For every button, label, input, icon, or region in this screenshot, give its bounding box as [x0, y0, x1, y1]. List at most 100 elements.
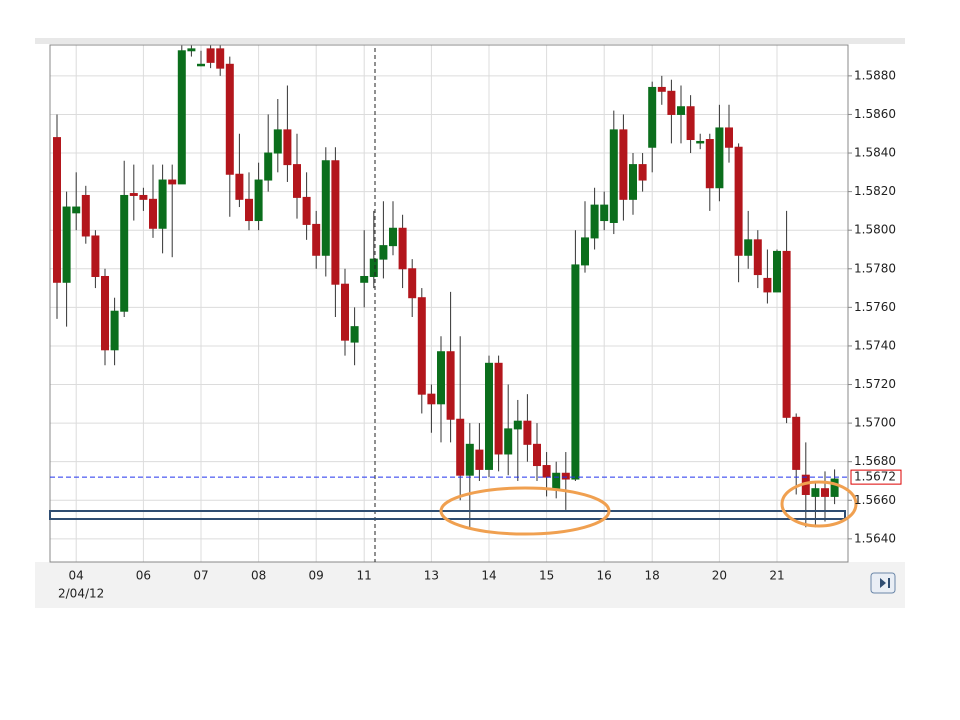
- candle-body: [590, 204, 599, 239]
- candle-body: [677, 106, 685, 115]
- x-tick-label: 04: [69, 569, 84, 583]
- candle-body: [821, 488, 829, 497]
- candle-body: [705, 139, 714, 189]
- candle-body: [129, 193, 138, 196]
- candle-body: [446, 351, 455, 420]
- candle-body: [763, 277, 772, 293]
- candle-body: [350, 326, 359, 343]
- candle-body: [686, 106, 695, 141]
- x-tick-label: 13: [424, 569, 439, 583]
- candle-body: [734, 146, 743, 256]
- x-tick-label: 16: [597, 569, 612, 583]
- candle-body: [504, 428, 513, 455]
- candle-body: [533, 443, 541, 467]
- highlight-ellipse: [780, 480, 858, 528]
- candle-body: [475, 449, 484, 470]
- candle-body: [408, 268, 417, 299]
- candle-body: [379, 245, 388, 260]
- candle-body: [264, 152, 273, 181]
- y-tick-label: 1.5760: [854, 300, 896, 314]
- candle-body: [187, 48, 196, 52]
- candle-body: [149, 198, 157, 229]
- candle-body: [782, 250, 791, 418]
- candle-body: [91, 235, 100, 277]
- candle-body: [177, 50, 186, 185]
- x-tick-label: 21: [769, 569, 784, 583]
- candle-body: [216, 48, 225, 69]
- x-tick-label: 11: [357, 569, 372, 583]
- candle-body: [53, 137, 61, 283]
- candle-body: [283, 129, 292, 166]
- x-tick-label: 15: [539, 569, 554, 583]
- y-tick-label: 1.5860: [854, 107, 896, 121]
- x-tick-label: 20: [712, 569, 727, 583]
- x-tick-label: 08: [251, 569, 266, 583]
- current-price-label: 1.5672: [854, 470, 896, 484]
- x-tick-label: 09: [309, 569, 324, 583]
- candle-body: [341, 283, 349, 341]
- candle-body: [561, 472, 570, 480]
- candle-body: [581, 237, 589, 266]
- highlight-ellipse: [439, 486, 611, 536]
- x-start-label: 2/04/12: [58, 587, 104, 601]
- candle-body: [197, 63, 205, 67]
- candle-body: [465, 443, 474, 476]
- candle-body: [293, 164, 301, 198]
- candle-body: [542, 465, 551, 478]
- candle-body: [398, 227, 407, 270]
- candle-body: [273, 129, 282, 154]
- x-tick-label: 18: [645, 569, 660, 583]
- candle-body: [744, 239, 753, 256]
- y-tick-label: 1.5820: [854, 184, 896, 198]
- x-tick-label: 07: [193, 569, 208, 583]
- candle-body: [792, 416, 801, 470]
- candle-body: [62, 206, 71, 283]
- scroll-end-button[interactable]: [870, 572, 896, 594]
- candle-body: [638, 164, 647, 181]
- candle-body: [168, 179, 177, 185]
- button-icon[interactable]: [880, 578, 890, 588]
- candle-body: [725, 127, 733, 148]
- candle-body: [254, 179, 263, 222]
- candle-body: [302, 196, 311, 225]
- candles: [53, 45, 839, 528]
- candle-body: [456, 418, 465, 476]
- candle-body: [417, 297, 426, 395]
- candle-body: [811, 488, 820, 497]
- candle-body: [600, 204, 609, 222]
- y-tick-label: 1.5640: [854, 531, 896, 545]
- current-price-box: [850, 469, 902, 485]
- candle-body: [369, 258, 378, 277]
- candle-body: [753, 239, 762, 276]
- candle-body: [657, 86, 666, 92]
- candle-body: [235, 173, 244, 200]
- candle-body: [513, 420, 522, 430]
- candle-body: [110, 310, 119, 351]
- candle-body: [331, 160, 340, 285]
- candle-body: [158, 179, 167, 229]
- candle-body: [571, 264, 580, 480]
- top-bar: [35, 38, 905, 44]
- candle-body: [437, 351, 445, 405]
- candle-body: [773, 250, 781, 293]
- candle-body: [494, 362, 503, 455]
- y-tick-label: 1.5780: [854, 261, 896, 275]
- time-axis: [35, 562, 905, 608]
- candle-body: [648, 86, 657, 148]
- candle-body: [245, 198, 253, 222]
- y-tick-label: 1.5680: [854, 454, 896, 468]
- candle-body: [360, 275, 369, 283]
- candle-body: [139, 194, 148, 200]
- candle-body: [120, 194, 129, 312]
- candle-body: [619, 129, 628, 200]
- candle-body: [72, 206, 81, 214]
- candle-body: [101, 275, 109, 351]
- y-tick-label: 1.5880: [854, 68, 896, 82]
- candle-body: [523, 420, 532, 445]
- y-tick-label: 1.5700: [854, 416, 896, 430]
- candle-body: [225, 63, 234, 175]
- candle-body: [427, 393, 436, 405]
- candle-body: [830, 478, 839, 497]
